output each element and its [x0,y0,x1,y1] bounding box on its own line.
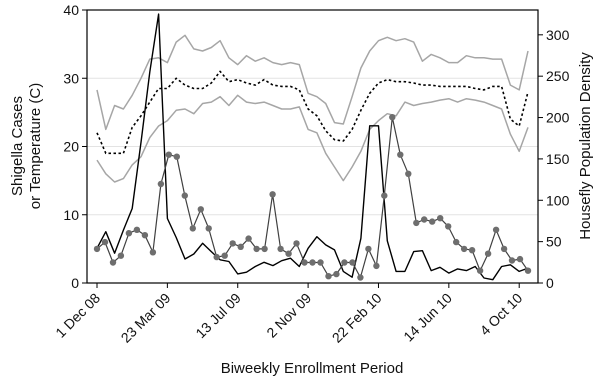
y-right-tick-label: 150 [546,151,570,167]
series-4-point [373,262,380,270]
axes: 0 10 20 30 40 0 50 100 150 200 250 300 1 Dec 08 23 Ma… [52,2,569,346]
series-4-point [229,240,236,247]
series-4-point [141,232,149,239]
series-4-point [500,245,508,253]
series-4-point [301,259,308,266]
series-4-point [149,249,157,256]
series-4-point [397,151,404,158]
series-3-line [96,13,529,281]
y-right-tick-label: 200 [546,110,570,126]
series-4-point [133,226,141,233]
series-4-point [357,274,364,281]
series-4-point [205,225,212,232]
x-tick-label: 22 Feb 10 [329,290,385,346]
series-4-point [261,245,268,253]
series-4-point [117,252,125,259]
series-4-point [93,245,101,253]
y-left-tick-label: 30 [63,70,79,86]
series-4-point [381,192,388,199]
series-4-point [516,255,524,263]
x-tick-label: 13 Jul 09 [192,290,244,342]
x-tick-label: 4 Oct 10 [477,290,526,339]
series-4-point [476,267,484,274]
series-4-point [453,238,460,246]
x-tick-label: 14 Jun 10 [400,290,455,345]
y-right-tick-label: 300 [546,27,570,43]
series-4-point [173,153,180,160]
y-left-tick-label: 40 [63,2,79,18]
series-4-point [269,191,276,198]
series-4-point [365,245,372,253]
series-4-point [429,218,436,225]
y-right-tick-label: 0 [546,275,554,291]
x-tick-label: 23 Mar 09 [118,290,174,346]
y-axis-left-title-line1: Shigella Cases [9,96,26,196]
x-tick-label: 1 Dec 08 [52,290,103,341]
series-4-point [277,245,284,253]
y-left-tick-label: 10 [63,207,79,223]
series-4-point [413,219,420,227]
series-4-point [508,257,516,264]
series-4-point [125,230,133,237]
series-4-point [197,206,204,213]
series-4-point [492,226,500,233]
y-right-tick-label: 50 [546,234,562,250]
y-axis-left-title-line2: or Temperature (C) [27,83,44,209]
series-4-point [309,259,316,266]
y-right-tick-label: 100 [546,192,570,208]
series-4-point [484,250,492,257]
series-4-point [109,259,117,266]
x-axis-title: Biweekly Enrollment Period [221,360,404,377]
series-4-point [285,250,292,257]
series-4-point [468,247,476,254]
series-4-point [349,259,356,266]
series-4-point [245,235,252,242]
y-axis-right-title: Housefly Population Density [577,52,594,240]
y-left-tick-label: 20 [63,139,79,155]
series-4-point [221,252,228,259]
series-4-point [389,114,396,121]
series-4-point [445,223,452,230]
series-4-point [181,192,188,199]
y-left-tick-label: 0 [71,275,79,291]
y-right-tick-label: 250 [546,68,570,84]
series-2-line [96,94,529,183]
series-4-point [460,245,468,253]
series-4-point [325,273,332,280]
series-4-point [437,215,444,222]
series-4-point [333,270,340,278]
series-4-point [237,243,244,250]
series-4-point [341,259,348,266]
series-4-point [189,225,196,232]
series-1-line [96,70,529,155]
series-0-line [96,34,529,131]
x-tick-label: 2 Nov 09 [263,290,314,341]
series-4-line [96,116,529,279]
series-4-point [165,151,172,158]
y-axis-left-title: Shigella Cases or Temperature (C) [9,83,44,209]
series-4-point [213,253,220,261]
series-4-point [405,170,412,177]
series-4-point [421,216,428,223]
series-4-point [524,267,532,274]
series-4-point [157,180,165,188]
series-4-point [317,259,324,266]
series-layer [93,13,532,281]
series-4-point [253,245,260,253]
series-4-point [293,240,300,247]
series-4-point [101,238,109,246]
